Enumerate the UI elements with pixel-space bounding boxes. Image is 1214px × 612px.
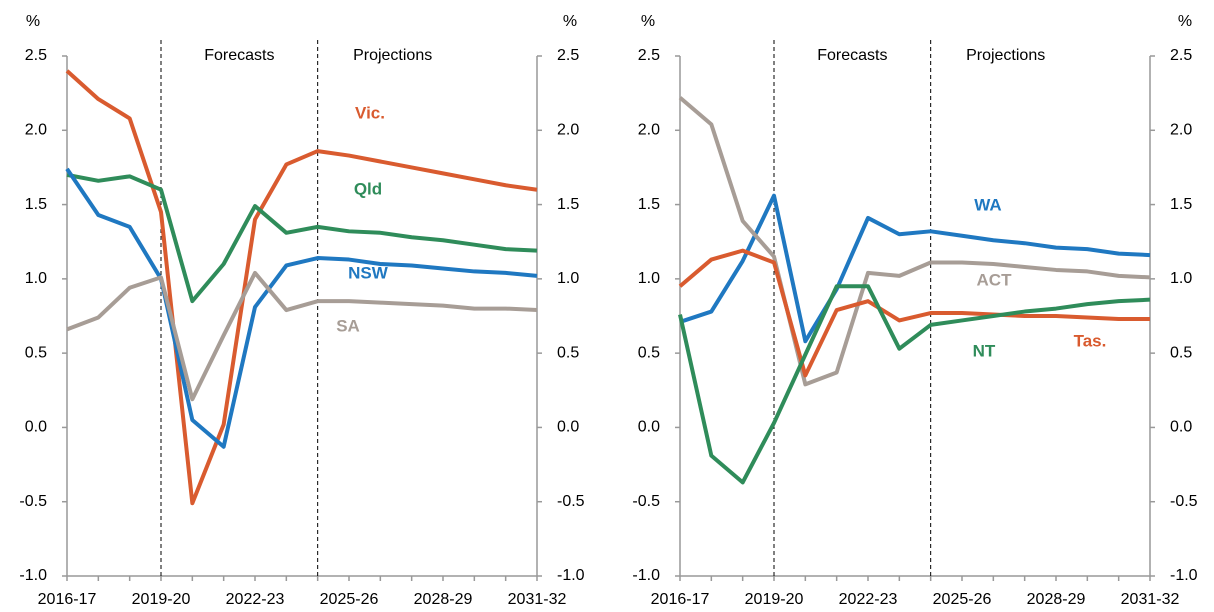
x-tick-label: 2025-26	[933, 591, 992, 608]
y2-tick-label: 0.0	[557, 419, 579, 436]
y2-tick-label: 1.0	[1170, 270, 1192, 287]
y2-axis-label: %	[563, 13, 577, 30]
annotation: Projections	[966, 47, 1045, 64]
y-tick-label: -1.0	[19, 567, 47, 584]
series-label: Tas.	[1074, 331, 1107, 350]
y2-tick-label: 0.5	[557, 344, 579, 361]
x-tick-label: 2025-26	[320, 591, 379, 608]
annotation: Forecasts	[204, 47, 274, 64]
x-tick-label: 2019-20	[745, 591, 804, 608]
x-tick-label: 2028-29	[414, 591, 473, 608]
y-tick-label: 0.5	[25, 344, 47, 361]
series-line	[65, 69, 538, 506]
series-line	[678, 284, 1151, 485]
series-label: Vic.	[355, 103, 385, 122]
y-tick-label: 2.0	[25, 122, 47, 139]
series-label: NT	[973, 341, 996, 360]
y-axis-label: %	[641, 13, 655, 30]
y2-tick-label: 2.5	[557, 47, 579, 64]
x-tick-label: 2016-17	[651, 591, 710, 608]
y-tick-label: 0.0	[25, 419, 47, 436]
annotation: Forecasts	[817, 47, 887, 64]
series-label: WA	[974, 195, 1001, 214]
series-line	[65, 167, 538, 449]
y-tick-label: -0.5	[632, 493, 660, 510]
x-tick-label: 2022-23	[839, 591, 898, 608]
series-line	[66, 270, 538, 402]
y2-tick-label: -1.0	[557, 567, 585, 584]
series-label: Qld	[354, 179, 382, 198]
series-label: NSW	[348, 263, 389, 282]
x-tick-label: 2016-17	[38, 591, 97, 608]
y2-tick-label: 0.5	[1170, 344, 1192, 361]
x-tick-label: 2028-29	[1027, 591, 1086, 608]
y-tick-label: 1.0	[25, 270, 47, 287]
y2-tick-label: -1.0	[1170, 567, 1198, 584]
y2-tick-label: -0.5	[557, 493, 585, 510]
y-axis-label: %	[26, 13, 40, 30]
y2-tick-label: 2.5	[1170, 47, 1192, 64]
series-line	[678, 248, 1150, 378]
y-tick-label: 2.5	[638, 47, 660, 64]
y2-tick-label: 2.0	[557, 122, 579, 139]
y2-tick-label: 1.0	[557, 270, 579, 287]
series-line	[678, 96, 1151, 387]
y-tick-label: 1.0	[638, 270, 660, 287]
y-tick-label: -0.5	[19, 493, 47, 510]
y-tick-label: -1.0	[632, 567, 660, 584]
series-line	[66, 172, 538, 304]
y-tick-label: 0.0	[638, 419, 660, 436]
annotation: Projections	[353, 47, 432, 64]
series-line	[679, 193, 1151, 344]
series-label: ACT	[977, 270, 1013, 289]
y2-axis-label: %	[1178, 13, 1192, 30]
y-tick-label: 1.5	[638, 196, 660, 213]
y2-tick-label: 1.5	[1170, 196, 1192, 213]
y2-tick-label: 2.0	[1170, 122, 1192, 139]
y-tick-label: 2.0	[638, 122, 660, 139]
y2-tick-label: 0.0	[1170, 419, 1192, 436]
x-tick-label: 2019-20	[132, 591, 191, 608]
y-tick-label: 0.5	[638, 344, 660, 361]
y2-tick-label: -0.5	[1170, 493, 1198, 510]
x-tick-label: 2031-32	[1121, 591, 1180, 608]
x-tick-label: 2022-23	[226, 591, 285, 608]
y2-tick-label: 1.5	[557, 196, 579, 213]
y-tick-label: 2.5	[25, 47, 47, 64]
y-tick-label: 1.5	[25, 196, 47, 213]
x-tick-label: 2031-32	[508, 591, 567, 608]
series-label: SA	[336, 316, 360, 335]
